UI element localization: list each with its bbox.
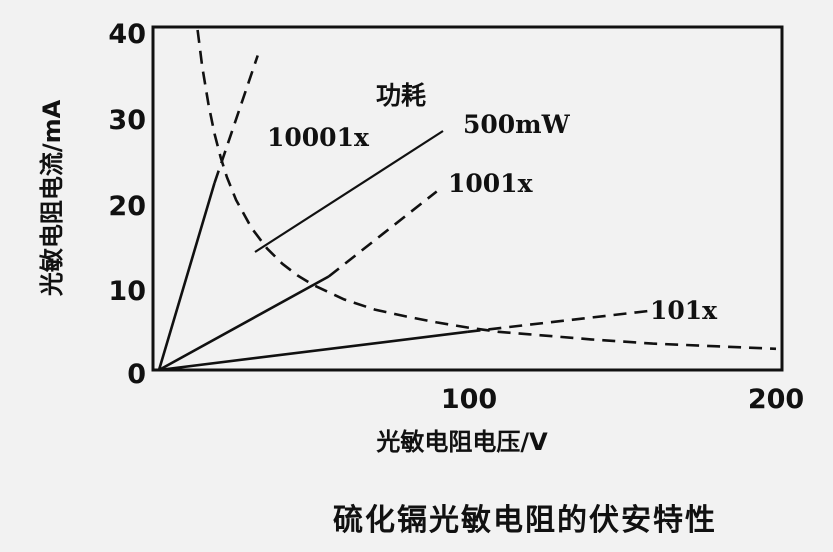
plot-frame [151, 25, 784, 372]
chart-caption: 硫化镉光敏电阻的伏安特性 [333, 503, 717, 538]
series-line-10001x-solid [157, 182, 216, 371]
y-tick-label: 0 [127, 359, 146, 390]
series-layer [157, 29, 777, 372]
power-title-label: 功耗 [376, 81, 426, 110]
series-line-1001x-dashed [327, 190, 438, 278]
power-value-label: 500mW [463, 110, 571, 139]
x-tick-label: 200 [748, 384, 804, 415]
series-line-101x-solid [158, 330, 468, 372]
series-line-101x-dashed [467, 309, 653, 334]
x-axis-title: 光敏电阻电压/V [375, 428, 548, 456]
series-label-1001x: 1001x [448, 169, 534, 198]
series-line-500mw-dashed [196, 29, 777, 351]
series-label-101x: 101x [650, 296, 718, 325]
series-line-1001x-solid [158, 275, 330, 372]
series-label-10001x: 10001x [267, 123, 370, 152]
y-tick-label: 30 [108, 105, 146, 136]
x-tick-label: 100 [441, 384, 497, 415]
y-axis-title: 光敏电阻电流/mA [38, 99, 66, 297]
y-tick-label: 10 [108, 276, 146, 307]
y-tick-label: 20 [108, 191, 146, 222]
power-annotation-pointer [254, 130, 444, 253]
y-tick-label: 40 [108, 19, 146, 50]
